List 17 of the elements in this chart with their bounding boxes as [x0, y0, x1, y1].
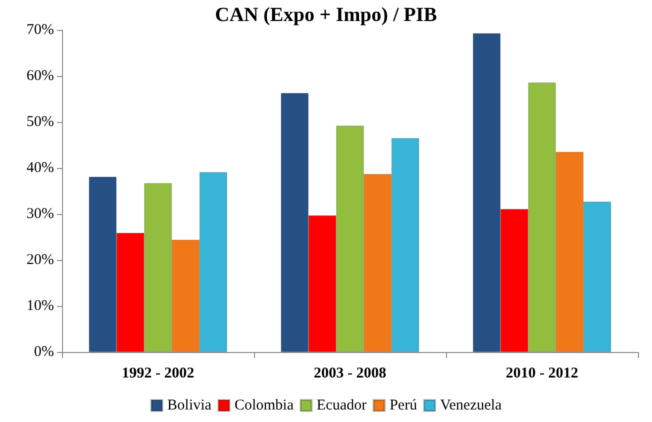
y-tick-label: 10% — [26, 298, 54, 314]
legend-label: Ecuador — [316, 398, 367, 414]
legend-label: Venezuela — [440, 398, 502, 414]
legend-label: Bolivia — [167, 398, 212, 414]
x-tick-label: 2003 - 2008 — [314, 366, 386, 382]
y-tick-label: 30% — [26, 206, 54, 222]
x-tick-label: 1992 - 2002 — [122, 366, 194, 382]
y-tick-label: 60% — [26, 68, 54, 84]
y-tick-label: 0% — [34, 344, 54, 360]
legend-label: Colombia — [234, 398, 294, 414]
y-tick-label: 50% — [26, 114, 54, 130]
y-tick-label: 20% — [26, 252, 54, 268]
x-tick-label: 2010 - 2012 — [506, 366, 578, 382]
chart-title: CAN (Expo + Impo) / PIB — [215, 4, 437, 26]
y-tick-label: 70% — [26, 22, 54, 38]
y-tick-label: 40% — [26, 160, 54, 176]
legend-label: Perú — [390, 398, 418, 414]
